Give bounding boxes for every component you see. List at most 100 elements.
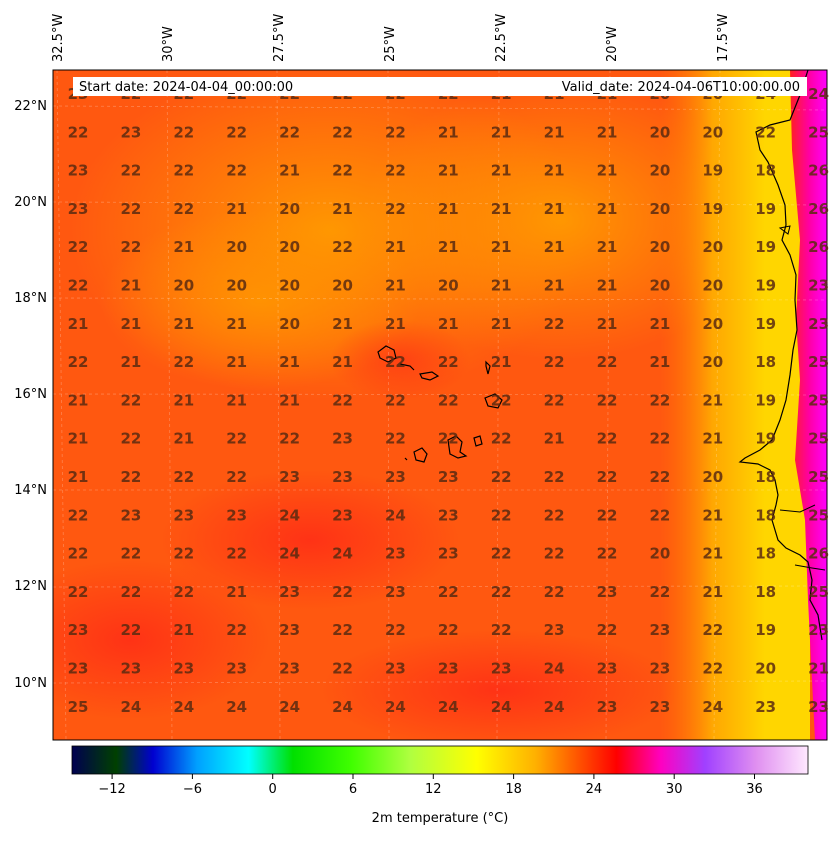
grid-value-label: 21	[544, 162, 565, 180]
grid-value-label: 22	[491, 468, 512, 486]
grid-value-label: 22	[491, 545, 512, 563]
grid-value-label: 21	[491, 123, 512, 141]
grid-value-label: 22	[68, 123, 89, 141]
grid-value-label: 21	[491, 162, 512, 180]
grid-value-label: 19	[702, 200, 723, 218]
grid-value-label: 22	[544, 583, 565, 601]
grid-value-label: 21	[120, 277, 141, 295]
grid-value-label: 25	[808, 123, 829, 141]
latitude-tick-label: 16°N	[14, 387, 47, 402]
grid-value-label: 23	[279, 621, 300, 639]
grid-value-label: 21	[597, 200, 618, 218]
grid-value-label: 23	[385, 660, 406, 678]
grid-value-label: 22	[226, 468, 247, 486]
african-coastline	[738, 70, 823, 641]
grid-value-label: 22	[120, 583, 141, 601]
grid-value-label: 23	[438, 545, 459, 563]
grid-value-label: 22	[597, 545, 618, 563]
grid-value-label: 24	[279, 545, 300, 563]
grid-value-label: 23	[226, 506, 247, 524]
grid-value-label: 22	[491, 430, 512, 448]
grid-value-label: 21	[438, 238, 459, 256]
longitude-tick-label: 27.5°W	[272, 14, 287, 62]
grid-value-label: 23	[649, 660, 670, 678]
grid-value-label: 22	[491, 621, 512, 639]
longitude-tick-label: 20°W	[605, 26, 620, 62]
grid-value-label: 23	[332, 506, 353, 524]
grid-value-label: 21	[649, 315, 670, 333]
grid-value-label: 22	[226, 621, 247, 639]
warm-region-islands	[330, 320, 470, 400]
grid-value-label: 21	[544, 200, 565, 218]
grid-value-label: 20	[755, 660, 776, 678]
grid-value-label: 21	[279, 391, 300, 409]
grid-value-label: 21	[438, 200, 459, 218]
grid-value-label: 26	[808, 200, 829, 218]
grid-value-label: 22	[68, 277, 89, 295]
grid-value-label: 22	[332, 123, 353, 141]
latitude-tick-label: 12°N	[14, 579, 47, 594]
grid-value-label: 26	[808, 162, 829, 180]
grid-value-label: 23	[808, 698, 829, 716]
longitude-tick-label: 25°W	[383, 26, 398, 62]
grid-value-label: 20	[649, 123, 670, 141]
grid-value-label: 22	[173, 545, 194, 563]
longitude-tick-label: 32.5°W	[51, 14, 66, 62]
grid-value-label: 22	[120, 391, 141, 409]
grid-value-label: 22	[438, 621, 459, 639]
grid-value-label: 22	[68, 353, 89, 371]
grid-value-label: 21	[597, 123, 618, 141]
grid-value-label: 22	[438, 353, 459, 371]
grid-value-label: 21	[438, 162, 459, 180]
grid-value-label: 21	[438, 315, 459, 333]
latitude-tick-label: 14°N	[14, 483, 47, 498]
grid-value-label: 21	[597, 277, 618, 295]
grid-value-label: 23	[279, 583, 300, 601]
grid-value-label: 25	[808, 583, 829, 601]
grid-value-label: 22	[649, 430, 670, 448]
grid-value-label: 22	[702, 660, 723, 678]
grid-value-label: 21	[702, 391, 723, 409]
grid-value-label: 23	[68, 621, 89, 639]
colorbar-tick-label: −6	[183, 782, 202, 797]
grid-value-label: 22	[173, 468, 194, 486]
grid-value-label: 21	[544, 123, 565, 141]
grid-value-label: 21	[491, 200, 512, 218]
grid-value-label: 21	[808, 660, 829, 678]
grid-value-label: 24	[491, 698, 512, 716]
grid-value-label: 26	[808, 238, 829, 256]
grid-value-label: 22	[173, 162, 194, 180]
grid-value-labels: 23 22 22 22 22 22 22 22 21 21 21 20 20 24 24 22 23 22 22 22…	[68, 85, 829, 716]
grid-value-label: 20	[226, 238, 247, 256]
grid-value-label: 23	[544, 621, 565, 639]
grid-value-label: 18	[755, 583, 776, 601]
grid-value-label: 22	[120, 430, 141, 448]
grid-value-label: 19	[702, 162, 723, 180]
grid-value-label: 24	[702, 698, 723, 716]
grid-value-label: 23	[385, 468, 406, 486]
grid-value-label: 23	[808, 277, 829, 295]
grid-value-label: 22	[68, 583, 89, 601]
grid-value-label: 22	[385, 123, 406, 141]
grid-value-label: 21	[702, 430, 723, 448]
grid-value-label: 22	[649, 583, 670, 601]
map-frame	[52, 69, 828, 741]
grid-value-label: 22	[173, 123, 194, 141]
grid-value-label: 23	[120, 506, 141, 524]
grid-value-label: 22	[226, 430, 247, 448]
grid-value-label: 21	[68, 468, 89, 486]
grid-value-label: 22	[385, 430, 406, 448]
grid-value-label: 23	[385, 545, 406, 563]
latitude-tick-label: 22°N	[14, 99, 47, 114]
grid-value-label: 21	[597, 238, 618, 256]
grid-value-label: 20	[649, 162, 670, 180]
grid-value-label: 23	[438, 468, 459, 486]
grid-value-label: 21	[544, 277, 565, 295]
grid-value-label: 22	[120, 545, 141, 563]
grid-value-label: 21	[544, 430, 565, 448]
grid-value-label: 21	[702, 583, 723, 601]
grid-value-label: 21	[491, 238, 512, 256]
land-hot-edge	[790, 70, 827, 740]
grid-value-label: 23	[332, 468, 353, 486]
colorbar-tick-label: 0	[269, 782, 277, 797]
